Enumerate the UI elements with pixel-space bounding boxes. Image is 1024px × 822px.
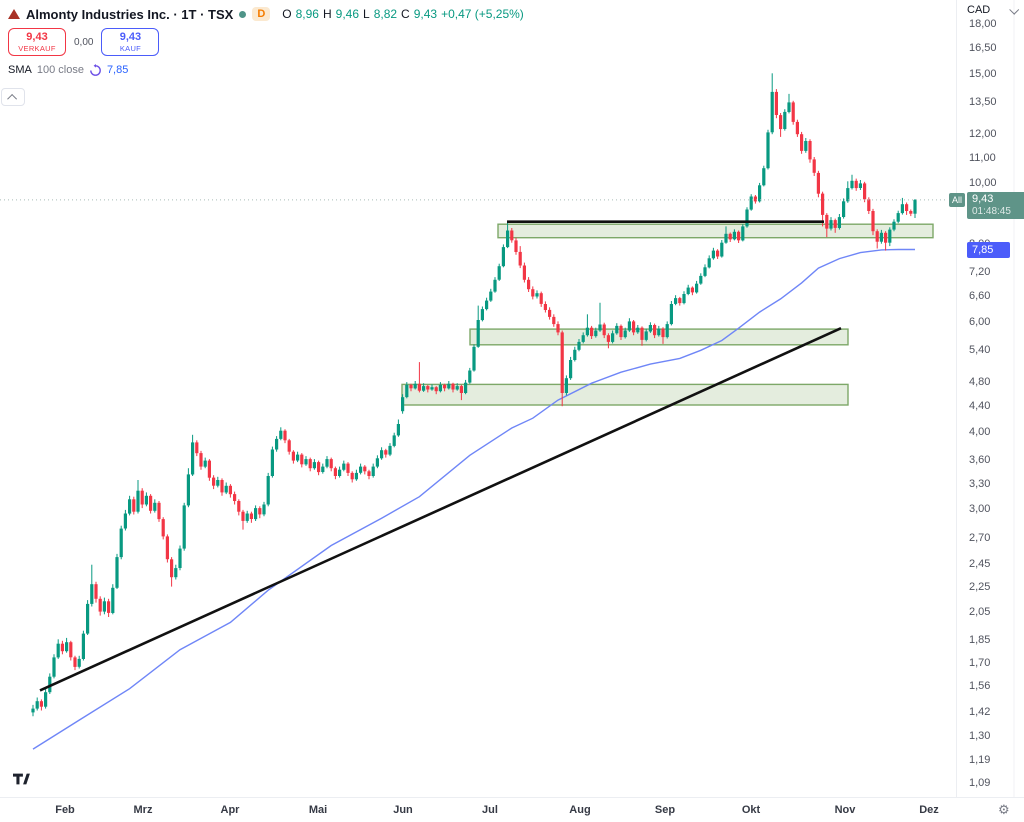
- price-axis-label: 7,20: [969, 266, 991, 278]
- price-axis-label: 4,40: [969, 400, 991, 412]
- price-axis-label: 1,30: [969, 730, 991, 742]
- indicator-sync-icon[interactable]: [89, 63, 102, 77]
- price-axis-label: 1,09: [969, 777, 991, 789]
- candles-layer: [31, 73, 917, 717]
- price-axis-label: 3,60: [969, 454, 991, 466]
- sma-badge-value: 7,85: [972, 244, 994, 256]
- price-axis-label: 13,50: [969, 96, 997, 108]
- last-price-badge: 9,43 01:48:45: [967, 192, 1024, 219]
- price-axis-label: 2,25: [969, 581, 991, 593]
- time-axis-label: Jul: [482, 804, 498, 816]
- sell-price: 9,43: [26, 30, 48, 43]
- time-axis-label: Apr: [220, 804, 240, 816]
- time-axis[interactable]: Feb Mrz Apr Mai Jun Jul Aug Sep Okt Nov Dez: [0, 797, 1024, 822]
- high-value: 9,46: [335, 7, 359, 21]
- time-axis-label: Nov: [834, 804, 856, 816]
- price-axis-label: 1,85: [969, 634, 991, 646]
- time-axis-label: Mrz: [133, 804, 153, 816]
- price-axis-label: 3,30: [969, 478, 991, 490]
- sell-button[interactable]: 9,43 VERKAUF: [8, 28, 66, 56]
- ohlc-values: O 8,96 H 9,46 L 8,82 C 9,43 +0,47 (+5,25…: [282, 7, 524, 21]
- time-axis-label: Sep: [654, 804, 676, 816]
- interval-badge[interactable]: D: [252, 7, 271, 21]
- sell-label: VERKAUF: [18, 43, 56, 53]
- price-axis-label: 1,56: [969, 680, 991, 692]
- collapse-legend-button[interactable]: [1, 88, 25, 106]
- price-axis-label: 1,19: [969, 754, 991, 766]
- price-axis-label: 11,00: [969, 152, 996, 164]
- tradingview-logo[interactable]: [12, 770, 32, 788]
- price-axis-label: 1,70: [969, 657, 991, 669]
- symbol-title[interactable]: Almonty Industries Inc. · 1T · TSX: [26, 6, 234, 22]
- bar-countdown: 01:48:45: [972, 206, 1011, 217]
- price-axis-label: 2,05: [969, 606, 991, 618]
- chevron-up-icon: [6, 93, 17, 104]
- price-axis-label: 6,00: [969, 316, 991, 328]
- low-label: L: [363, 7, 370, 21]
- buy-button[interactable]: 9,43 KAUF: [101, 28, 160, 56]
- almonty-logo-icon: [8, 9, 20, 19]
- price-axis[interactable]: CAD 9,43 01:48:45 7,85 18,00 16,50 15,00 13…: [956, 0, 1024, 797]
- currency-label: CAD: [967, 4, 991, 16]
- time-axis-label: Mai: [308, 804, 328, 816]
- indicator-params: 100 close: [36, 64, 84, 76]
- change-value: +0,47 (+5,25%): [441, 7, 524, 21]
- indicator-name[interactable]: SMA: [8, 64, 32, 76]
- all-label-chip[interactable]: All: [949, 193, 966, 207]
- high-label: H: [322, 7, 332, 21]
- price-axis-label: 1,42: [969, 706, 991, 718]
- indicator-value: 7,85: [106, 64, 129, 76]
- price-axis-label: 4,80: [969, 376, 991, 388]
- chart-header: Almonty Industries Inc. · 1T · TSX D O 8…: [8, 4, 524, 78]
- currency-selector[interactable]: CAD: [967, 4, 1020, 16]
- resistance-zone-upper[interactable]: [497, 223, 934, 239]
- settings-gear-icon[interactable]: ⚙: [998, 802, 1010, 817]
- time-axis-label: Feb: [55, 804, 75, 816]
- ascending-trendline[interactable]: [39, 327, 842, 692]
- time-axis-label: Dez: [919, 804, 939, 816]
- time-axis-label: Okt: [741, 804, 761, 816]
- price-axis-label: 4,00: [969, 426, 991, 438]
- chevron-down-icon: [1009, 4, 1020, 15]
- price-axis-label: 18,00: [969, 18, 997, 30]
- all-chip-text: All: [952, 195, 963, 205]
- time-axis-label: Aug: [569, 804, 591, 816]
- buy-price: 9,43: [119, 30, 142, 43]
- zones-layer[interactable]: [401, 223, 934, 406]
- open-label: O: [282, 7, 292, 21]
- price-axis-label: 5,40: [969, 344, 991, 356]
- price-axis-label: 16,50: [969, 42, 997, 54]
- buy-label: KAUF: [119, 43, 142, 53]
- spread-value: 0,00: [74, 36, 94, 48]
- close-label: C: [401, 7, 410, 21]
- price-axis-label: 10,00: [969, 177, 997, 189]
- price-axis-label: 15,00: [969, 68, 997, 80]
- indicator-legend: SMA 100 close 7,85: [8, 62, 524, 78]
- price-axis-label: 6,60: [969, 290, 991, 302]
- sma-100-line[interactable]: [32, 248, 915, 750]
- low-value: 8,82: [373, 7, 398, 21]
- support-zone-lower[interactable]: [401, 383, 849, 406]
- market-status-dot-icon: [239, 10, 247, 18]
- price-axis-label: 2,70: [969, 532, 991, 544]
- open-value: 8,96: [295, 7, 319, 21]
- price-axis-label: 3,00: [969, 503, 991, 515]
- last-price-value: 9,43: [972, 193, 994, 205]
- time-axis-label: Jun: [393, 804, 413, 816]
- price-axis-label: 12,00: [969, 128, 997, 140]
- close-value: 9,43: [413, 7, 438, 21]
- price-axis-label: 2,45: [969, 558, 991, 570]
- sma-value-badge: 7,85: [967, 242, 1010, 258]
